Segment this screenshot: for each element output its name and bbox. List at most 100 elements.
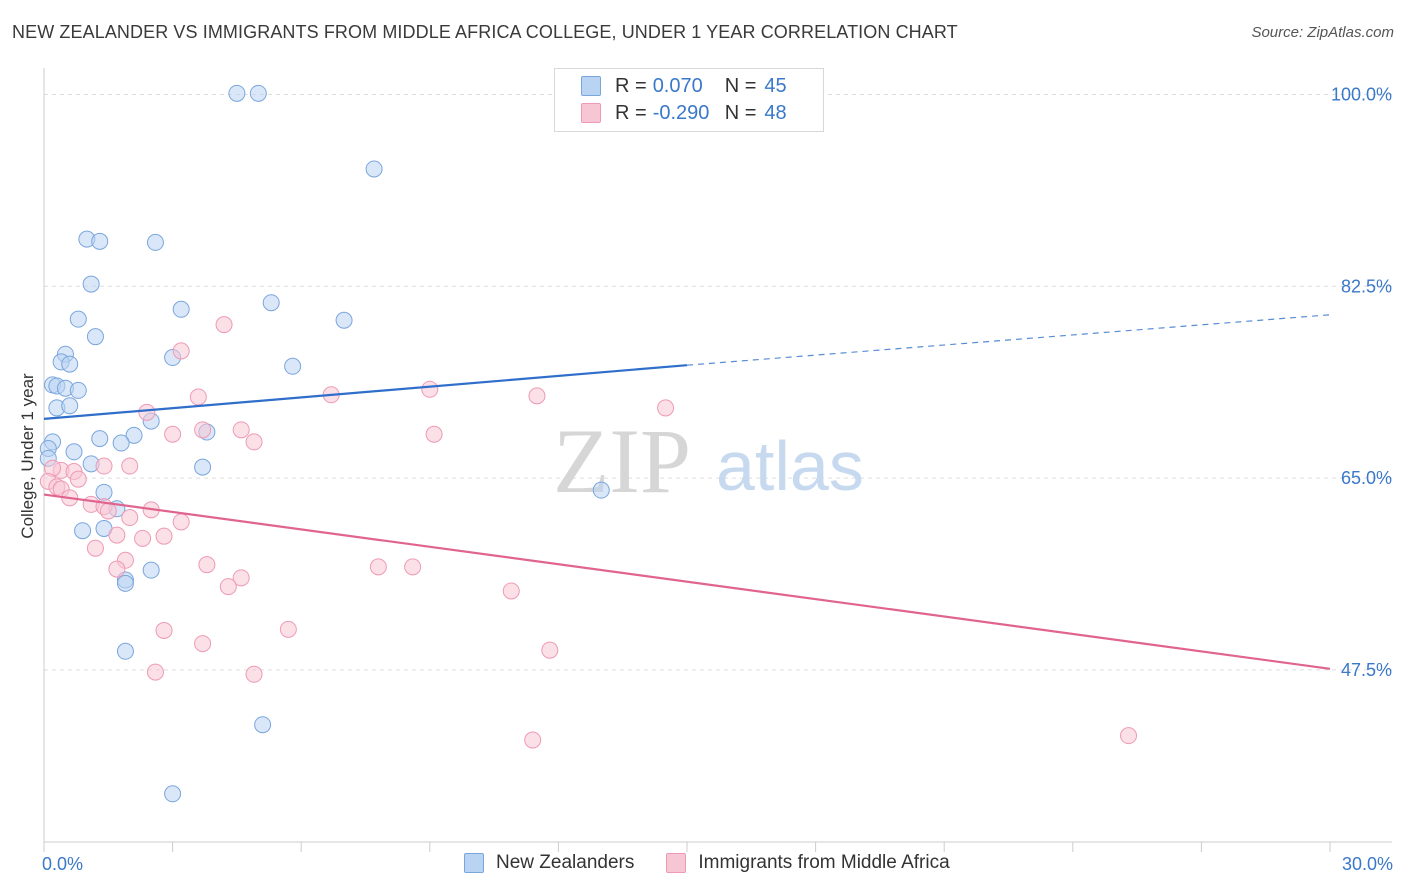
x-tick-label: 0.0% [42, 854, 83, 874]
watermark: ZIP atlas [553, 410, 864, 512]
middle-africa-trend-line [43, 493, 1331, 670]
new-zealanders-point [69, 381, 87, 399]
middle-africa-point [172, 342, 190, 360]
middle-africa-point [215, 316, 233, 334]
middle-africa-point [121, 457, 139, 475]
y-tick-label: 65.0% [1341, 468, 1392, 488]
middle-africa-point [524, 731, 542, 749]
r-label: R = [615, 101, 647, 124]
middle-africa-point [134, 529, 152, 547]
y-tick-label: 100.0% [1331, 84, 1392, 104]
middle-africa-point [155, 621, 173, 639]
watermark-atlas: atlas [716, 427, 864, 505]
new-zealanders-point [74, 522, 92, 540]
new-zealanders-point [86, 328, 104, 346]
middle-africa-point [198, 556, 216, 574]
new-zealanders-point [65, 443, 83, 461]
watermark-zip: ZIP [553, 410, 691, 512]
middle-africa-point [1120, 727, 1138, 745]
middle-africa-point [232, 421, 250, 439]
middle-africa-point [95, 457, 113, 475]
legend-row-middle-africa: R = -0.290 N = 48 [581, 100, 787, 126]
new-zealanders-point [91, 232, 109, 250]
new-zealanders-point [95, 483, 113, 501]
middle-africa-point [421, 380, 439, 398]
n-label: N = [724, 74, 757, 97]
new-zealanders-point [112, 434, 130, 452]
middle-africa-point [369, 558, 387, 576]
middle-africa-point [425, 425, 443, 443]
y-tick-label: 47.5% [1341, 660, 1392, 680]
trend-layer [43, 314, 1331, 670]
new-zealanders-point [249, 84, 267, 102]
points-layer [39, 84, 1138, 803]
pink-swatch [666, 853, 687, 873]
middle-africa-point [146, 663, 164, 681]
middle-africa-point [232, 569, 250, 587]
new-zealanders-point [69, 310, 87, 328]
x-tick-label: 30.0% [1342, 854, 1393, 874]
middle-africa-point [219, 578, 237, 596]
middle-africa-point [108, 526, 126, 544]
middle-africa-point [541, 641, 559, 659]
y-axis-label: College, Under 1 year [18, 373, 37, 539]
middle-africa-point [138, 403, 156, 421]
middle-africa-point [657, 399, 675, 417]
n-value: 45 [764, 74, 787, 97]
new-zealanders-point [365, 160, 383, 178]
new-zealanders-point [91, 430, 109, 448]
middle-africa-point [245, 433, 263, 451]
new-zealanders-point [284, 357, 302, 375]
new-zealanders-point [228, 84, 246, 102]
middle-africa-point [99, 502, 117, 520]
new-zealanders-point [116, 574, 134, 592]
blue-swatch [581, 76, 601, 96]
middle-africa-point [121, 509, 139, 527]
r-value: -0.290 [652, 101, 710, 124]
middle-africa-point [279, 620, 297, 638]
legend-label: New Zealanders [496, 852, 635, 873]
middle-africa-point [245, 665, 263, 683]
r-value: 0.070 [652, 74, 703, 97]
legend-item-middle-africa[interactable]: Immigrants from Middle Africa [666, 852, 950, 874]
middle-africa-point [69, 470, 87, 488]
legend-item-new-zealanders[interactable]: New Zealanders [464, 852, 634, 874]
new-zealanders-point [116, 642, 134, 660]
middle-africa-point [86, 539, 104, 557]
r-label: R = [615, 74, 647, 97]
new-zealanders-point [194, 458, 212, 476]
new-zealanders-point [335, 311, 353, 329]
middle-africa-point [172, 513, 190, 531]
middle-africa-point [108, 560, 126, 578]
series-legend: New Zealanders Immigrants from Middle Af… [464, 852, 982, 874]
middle-africa-point [155, 527, 173, 545]
tick-labels: 100.0% 82.5% 65.0% 47.5% 0.0% 30.0% [42, 84, 1393, 874]
middle-africa-point [164, 425, 182, 443]
new-zealanders-point [125, 426, 143, 444]
middle-africa-point [194, 635, 212, 653]
n-label: N = [724, 101, 757, 124]
new-zealanders-point [262, 294, 280, 312]
blue-swatch [464, 853, 484, 873]
n-value: 48 [764, 101, 787, 124]
new-zealanders-point [592, 481, 610, 499]
new-zealanders-trend-line [43, 364, 688, 420]
new-zealanders-point [254, 716, 272, 734]
middle-africa-point [194, 421, 212, 439]
chart-title: NEW ZEALANDER VS IMMIGRANTS FROM MIDDLE … [12, 22, 958, 42]
legend-row-new-zealanders: R = 0.070 N = 45 [581, 73, 787, 99]
new-zealanders-trend-extension [686, 314, 1331, 366]
new-zealanders-point [142, 561, 160, 579]
new-zealanders-point [82, 275, 100, 293]
y-tick-label: 82.5% [1341, 276, 1392, 296]
pink-swatch [581, 103, 601, 123]
source-label: Source: ZipAtlas.com [1251, 24, 1394, 41]
new-zealanders-point [146, 233, 164, 251]
new-zealanders-point [172, 300, 190, 318]
middle-africa-point [404, 558, 422, 576]
middle-africa-point [189, 388, 207, 406]
middle-africa-point [528, 387, 546, 405]
middle-africa-point [502, 582, 520, 600]
new-zealanders-point [61, 355, 79, 373]
